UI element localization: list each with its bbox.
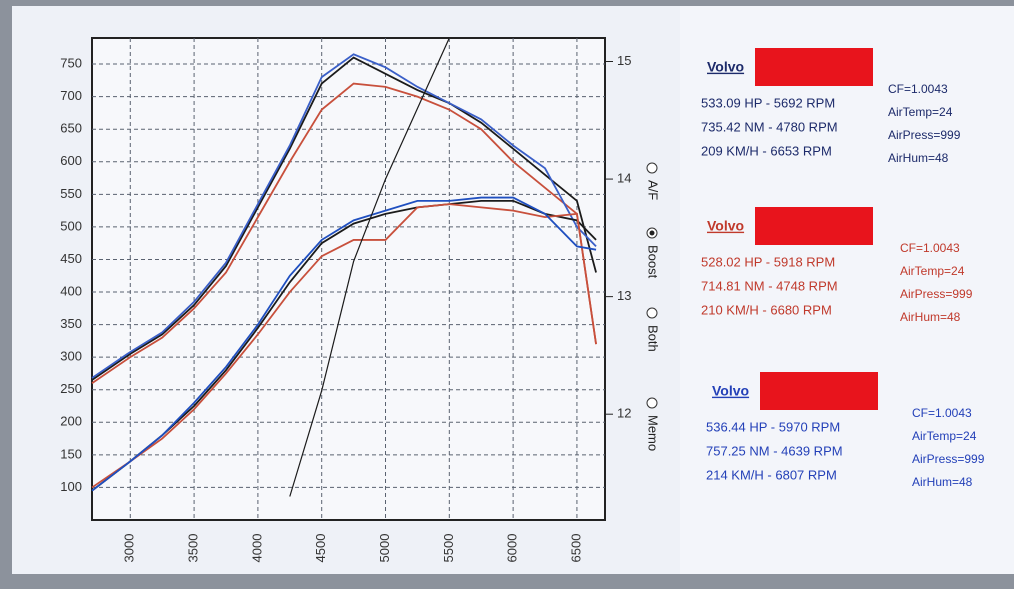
dyno-sheet: 100 150 200 250 300 350 400 450 500 550 600 650 700 7… [0, 0, 1014, 584]
run-param: AirTemp=24 [900, 264, 965, 278]
x-tick-label: 3000 [122, 534, 137, 563]
y-tick-label: 600 [60, 153, 82, 168]
option-label: Memo [646, 415, 661, 451]
run-param: AirPress=999 [888, 128, 961, 142]
y2-tick-label: 13 [617, 288, 631, 303]
x-tick-label: 6500 [568, 534, 583, 563]
y2-tick-label: 12 [617, 406, 631, 421]
y2-tick-label: 14 [617, 171, 631, 186]
page: {"chart_data": {"type": "line", "x": [27… [0, 0, 1014, 584]
x-tick-label: 5000 [377, 534, 392, 563]
run-param: AirPress=999 [900, 287, 973, 301]
radio [647, 308, 657, 318]
redaction [755, 207, 873, 245]
y2-tick-label: 15 [617, 53, 631, 68]
run-label: Volvo [712, 383, 749, 399]
run-result: 533.09 HP - 5692 RPM [701, 95, 835, 110]
run-param: AirHum=48 [888, 151, 949, 165]
run-param: CF=1.0043 [912, 406, 972, 420]
run-result: 210 KM/H - 6680 RPM [701, 302, 832, 317]
run-result: 536.44 HP - 5970 RPM [706, 419, 840, 434]
run-result: 209 KM/H - 6653 RPM [701, 143, 832, 158]
run-label: Volvo [707, 218, 744, 234]
y-tick-label: 350 [60, 316, 82, 331]
run-result: 714.81 NM - 4748 RPM [701, 278, 838, 293]
y-tick-label: 150 [60, 446, 82, 461]
y-tick-label: 550 [60, 186, 82, 201]
x-tick-label: 4000 [249, 534, 264, 563]
run-param: AirHum=48 [900, 310, 961, 324]
y-tick-label: 750 [60, 55, 82, 70]
run-result: 757.25 NM - 4639 RPM [706, 443, 843, 458]
radio [647, 398, 657, 408]
y-tick-label: 500 [60, 218, 82, 233]
y-tick-label: 250 [60, 381, 82, 396]
x-tick-label: 6000 [505, 534, 520, 563]
y-tick-label: 400 [60, 283, 82, 298]
run-label: Volvo [707, 59, 744, 75]
run-param: AirTemp=24 [912, 429, 977, 443]
run-param: AirPress=999 [912, 452, 985, 466]
run-param: CF=1.0043 [888, 82, 948, 96]
run-result: 214 KM/H - 6807 RPM [706, 467, 837, 482]
y-tick-label: 100 [60, 479, 82, 494]
option-label: A/F [646, 180, 661, 200]
y-tick-label: 650 [60, 121, 82, 136]
x-tick-label: 5500 [441, 534, 456, 563]
redaction [755, 48, 873, 86]
y-tick-label: 200 [60, 414, 82, 429]
radio [647, 163, 657, 173]
radio-dot [650, 231, 655, 236]
redaction [760, 372, 878, 410]
plot-area [92, 38, 605, 520]
run-result: 735.42 NM - 4780 RPM [701, 119, 838, 134]
y-tick-label: 450 [60, 251, 82, 266]
y-tick-label: 300 [60, 349, 82, 364]
run-param: AirHum=48 [912, 475, 973, 489]
run-param: AirTemp=24 [888, 105, 953, 119]
option-label: Both [646, 325, 661, 352]
run-result: 528.02 HP - 5918 RPM [701, 254, 835, 269]
y-tick-label: 700 [60, 88, 82, 103]
option-label: Boost [646, 245, 661, 279]
x-tick-label: 3500 [186, 534, 201, 563]
run-param: CF=1.0043 [900, 241, 960, 255]
x-tick-label: 4500 [313, 534, 328, 563]
